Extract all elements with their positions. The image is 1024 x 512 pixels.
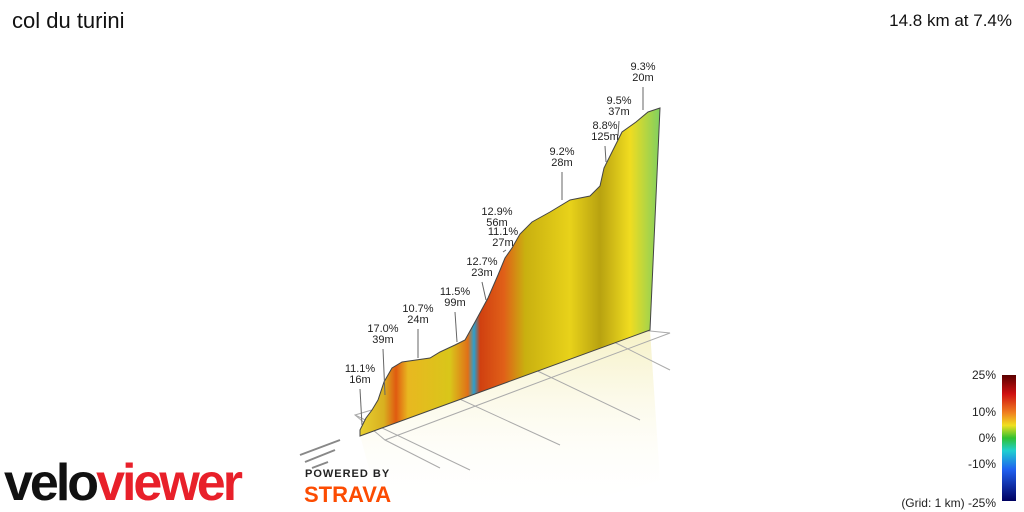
annotation-grade: 8.8% [592, 120, 617, 132]
grid-line [609, 339, 671, 371]
annotation-grade: 9.5% [606, 95, 631, 107]
annotation-grade: 12.9% [481, 206, 512, 218]
annotation-length: 23m [471, 267, 492, 279]
strava-logo: STRAVA [304, 482, 391, 507]
legend-label: 0% [979, 431, 997, 445]
annotation-length: 24m [407, 314, 428, 326]
leader-line [481, 281, 487, 301]
annotation-length: 125m [591, 131, 619, 143]
annotation-grade: 11.5% [440, 286, 471, 298]
elevation-profile [359, 107, 661, 437]
legend-scale [1002, 375, 1016, 501]
summary: 14.8 km at 7.4% [889, 11, 1012, 30]
logo: veloviewer [4, 454, 243, 512]
powered-by: POWERED BY [305, 468, 390, 480]
leader-line [359, 388, 363, 426]
annotation-length: 20m [632, 72, 653, 84]
annotation-grade: 17.0% [367, 323, 398, 335]
legend-label: -10% [968, 457, 996, 471]
logo-velo: velo [4, 454, 97, 512]
annotation-grade: 10.7% [402, 303, 433, 315]
grid-line [384, 439, 441, 469]
annotation-length: 27m [492, 237, 513, 249]
annotation-length: 39m [372, 334, 393, 346]
annotation-length: 56m [486, 217, 507, 229]
north-arrow [299, 439, 341, 469]
legend-label: (Grid: 1 km) -25% [901, 496, 996, 510]
annotation-length: 16m [349, 374, 370, 386]
legend-label: 10% [972, 405, 996, 419]
logo-viewer: viewer [96, 454, 243, 512]
annotation-grade: 9.3% [630, 61, 655, 73]
leader-line [604, 145, 607, 163]
annotation-grade: 12.7% [466, 256, 497, 268]
leader-line [382, 348, 386, 396]
legend: 25% 10% 0% -10% (Grid: 1 km) -25% [901, 368, 996, 510]
title: col du turini [12, 8, 125, 33]
annotations: 11.1%16m17.0%39m10.7%24m11.5%99m12.7%23m… [345, 61, 656, 426]
leader-line [617, 120, 620, 137]
leader-line [502, 249, 507, 253]
leader-line [454, 311, 458, 343]
annotation-grade: 11.1% [345, 363, 376, 375]
legend-label: 25% [972, 368, 996, 382]
annotation-length: 28m [551, 157, 572, 169]
annotation-grade: 9.2% [549, 146, 574, 158]
annotation-grade: 11.1% [488, 226, 519, 238]
annotation-length: 99m [444, 297, 465, 309]
grid-line [524, 364, 641, 421]
annotation-length: 37m [608, 106, 629, 118]
